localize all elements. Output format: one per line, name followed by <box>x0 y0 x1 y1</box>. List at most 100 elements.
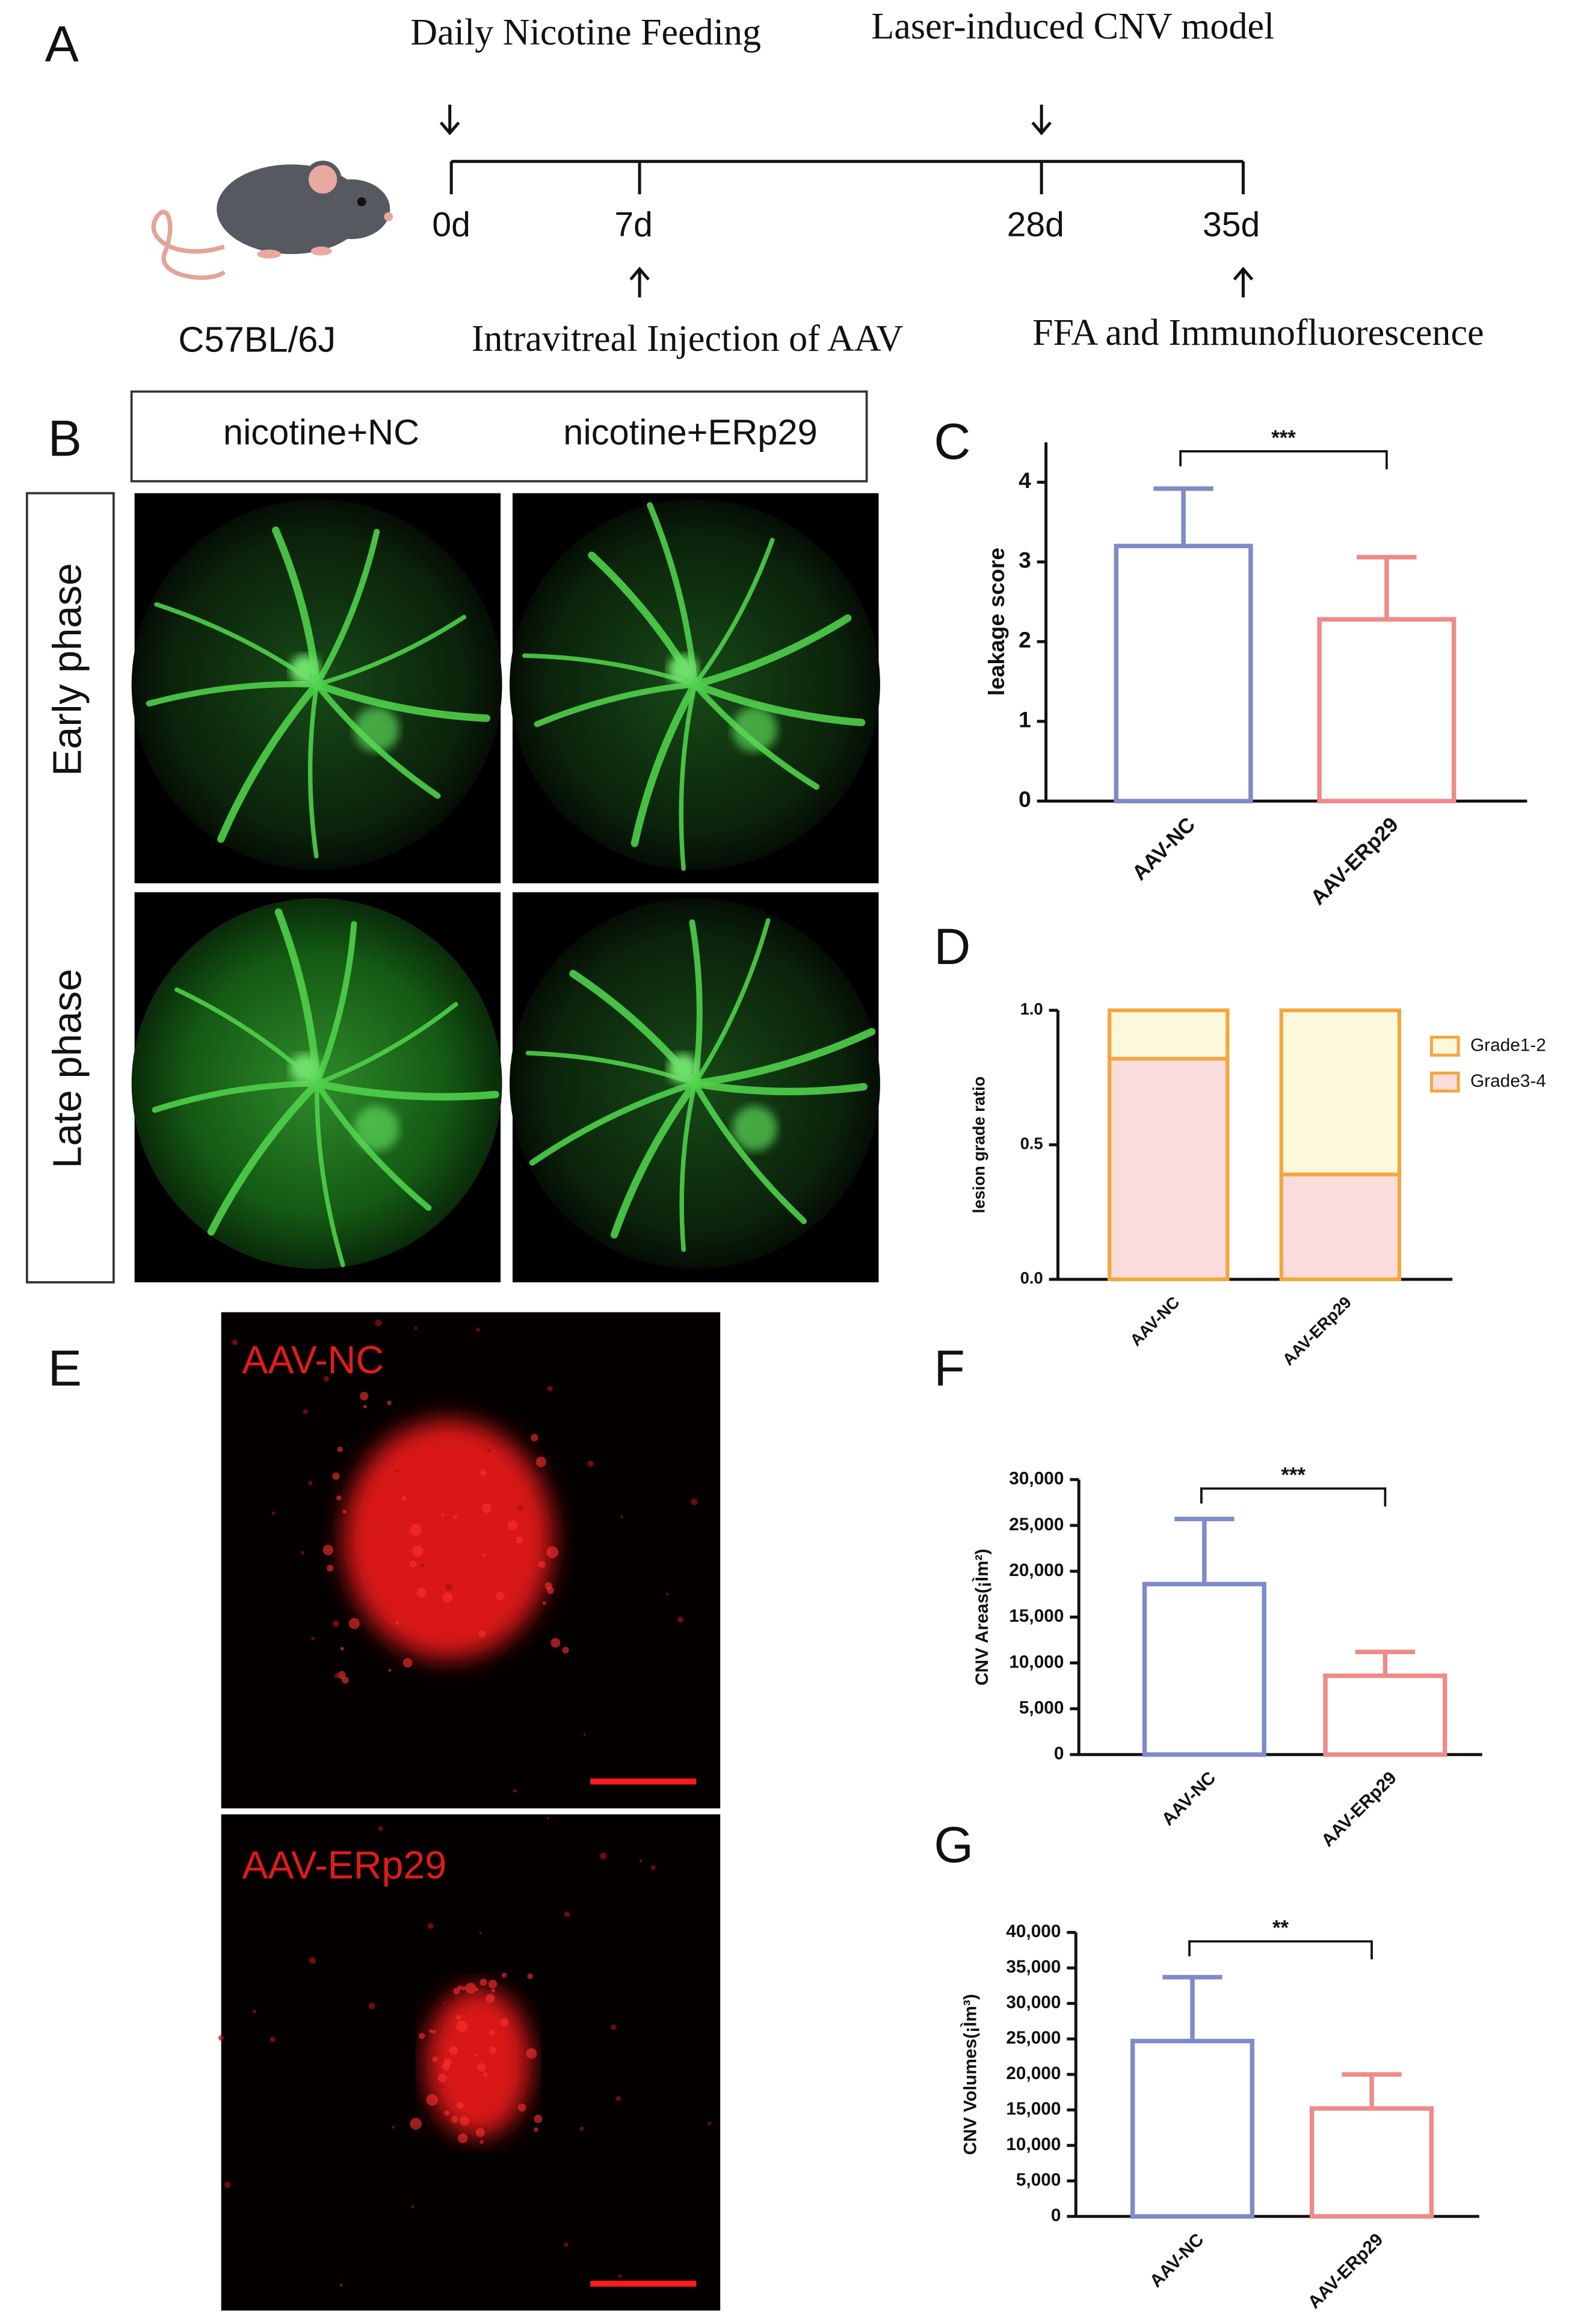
optic-disc <box>289 1053 320 1084</box>
header-box <box>130 390 868 483</box>
speck <box>456 2020 468 2032</box>
speck <box>388 1669 392 1672</box>
speck <box>513 1789 517 1793</box>
speck <box>479 1979 487 1986</box>
speck <box>453 1988 460 1995</box>
error-bar <box>1174 1516 1235 1584</box>
y-tick-label: 10,000 <box>1006 2134 1061 2154</box>
speck <box>378 1826 383 1831</box>
speck <box>482 1553 485 1557</box>
lesion <box>732 1105 777 1151</box>
y-tick-label: 5,000 <box>1019 1698 1064 1717</box>
error-bar <box>1357 555 1417 620</box>
vessel <box>691 614 852 688</box>
bar <box>1323 1673 1447 1757</box>
error-bar <box>1342 2072 1402 2109</box>
speck <box>375 1319 382 1326</box>
speck <box>395 1621 399 1625</box>
speck <box>538 1560 546 1568</box>
speck <box>481 1503 492 1513</box>
speck <box>600 1852 607 1859</box>
speck <box>426 2094 438 2106</box>
speck <box>650 1865 656 1870</box>
x-tick-label: AAV-NC <box>1128 813 1200 885</box>
error-bar <box>1162 1974 1222 2041</box>
speck <box>327 1565 334 1572</box>
y-tick-label: 25,000 <box>1006 2028 1061 2048</box>
speck <box>336 1495 342 1501</box>
speck <box>517 1505 523 1512</box>
significance-bracket <box>1200 1487 1387 1507</box>
speck <box>583 1733 587 1736</box>
speck <box>252 2009 257 2013</box>
vessel <box>217 681 321 843</box>
speck <box>677 1616 683 1623</box>
y-tick-label: 15,000 <box>1009 1606 1064 1626</box>
vessel <box>630 681 699 847</box>
speck <box>218 2035 224 2041</box>
timeline-label: FFA and Immunofluorescence <box>1032 312 1484 353</box>
speck <box>301 1551 304 1555</box>
speck <box>308 1480 313 1485</box>
speck <box>496 1591 505 1601</box>
significance-bracket <box>1188 1940 1373 1960</box>
y-tick-label: 3 <box>1019 548 1031 573</box>
speck <box>550 1637 561 1648</box>
vessel <box>691 1028 876 1087</box>
speck <box>531 1433 538 1442</box>
timeline-axis <box>439 104 1254 298</box>
speck <box>337 1446 343 1453</box>
speck <box>479 2140 484 2144</box>
day-label: 28d <box>1007 206 1064 244</box>
significance-label: *** <box>1271 427 1296 450</box>
timeline-label: Daily Nicotine Feeding <box>410 12 761 53</box>
x-tick-label: AAV-ERp29 <box>1307 813 1403 909</box>
day-label: 0d <box>432 206 470 244</box>
y-tick-label: 30,000 <box>1006 1992 1061 2012</box>
y-tick-label: 0 <box>1051 2205 1061 2225</box>
optic-disc <box>668 1053 698 1084</box>
speck <box>449 2045 458 2055</box>
vessel <box>610 1080 699 1239</box>
speck <box>322 1545 334 1556</box>
lesion <box>732 706 777 752</box>
mouse-icon <box>151 160 393 280</box>
vessel <box>313 528 380 688</box>
confocal-images <box>218 1312 721 2311</box>
y-axis-label: lesion grade ratio <box>970 1077 988 1214</box>
speck <box>489 2029 495 2036</box>
error-bar <box>1153 486 1213 546</box>
vessel <box>313 1080 432 1211</box>
fundus-images <box>131 493 880 1282</box>
panel-label: F <box>934 1340 965 1396</box>
speck <box>547 1386 553 1392</box>
x-tick-label: AAV-ERp29 <box>1318 1768 1401 1851</box>
speck <box>639 1859 643 1863</box>
speck <box>508 1520 518 1530</box>
speck <box>271 1511 276 1515</box>
speck <box>333 1621 339 1627</box>
speck <box>546 1587 554 1594</box>
speck <box>409 1524 422 1536</box>
x-tick-label: AAV-NC <box>1158 1768 1220 1830</box>
speck <box>491 1988 495 1993</box>
speck <box>615 2096 621 2101</box>
speck <box>414 1326 418 1330</box>
speck <box>620 1515 623 1518</box>
speck <box>416 1587 427 1598</box>
y-tick-label: 0 <box>1019 787 1031 812</box>
bar-segment <box>1279 1008 1402 1176</box>
speck <box>387 1400 392 1405</box>
speck <box>666 1592 669 1596</box>
speck <box>546 1817 549 1820</box>
speck <box>451 2115 458 2123</box>
vessel <box>313 1080 499 1101</box>
speck <box>445 1583 452 1590</box>
panel-label: C <box>934 413 970 469</box>
speck <box>431 2030 436 2034</box>
speck <box>363 1405 368 1409</box>
vessel <box>314 1081 345 1267</box>
y-tick-label: 40,000 <box>1006 1921 1061 1941</box>
speck <box>340 1646 344 1651</box>
speck <box>535 1456 547 1467</box>
